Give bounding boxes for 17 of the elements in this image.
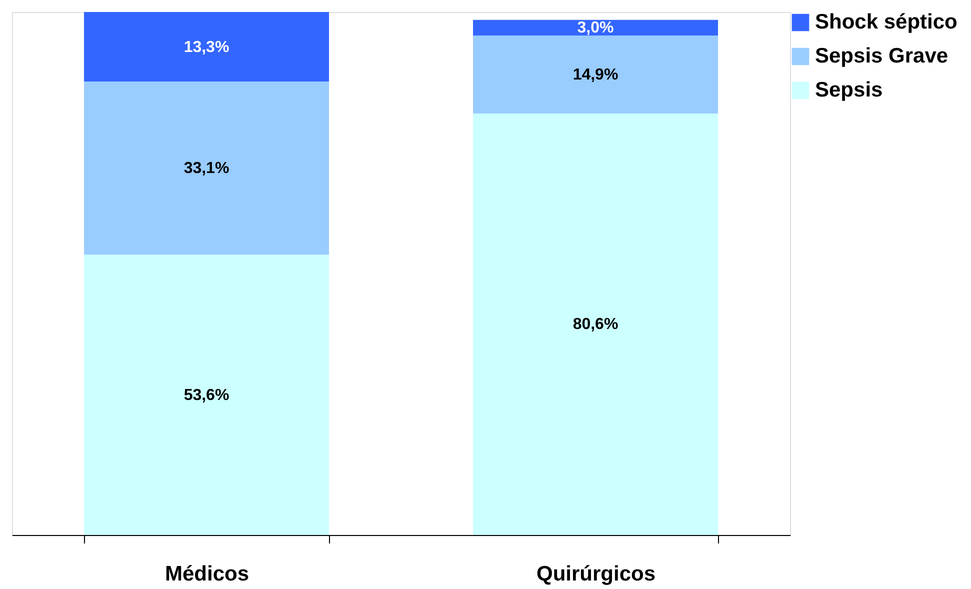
data-label: 13,3% [184, 38, 230, 56]
legend-label: Shock séptico [815, 10, 958, 34]
legend-label: Sepsis [815, 78, 883, 102]
data-label: 80,6% [572, 316, 618, 334]
data-label: 3,0% [577, 20, 614, 37]
x-tick-label: Quirúrgicos [536, 562, 656, 586]
bar [473, 20, 718, 36]
bar [84, 82, 329, 255]
x-tick-label: Médicos [164, 562, 250, 586]
bar [84, 254, 329, 535]
bar [473, 113, 718, 535]
bar [473, 36, 718, 114]
data-label: 53,6% [184, 386, 230, 404]
data-label: 33,1% [184, 160, 230, 178]
data-label: 14,9% [572, 66, 618, 84]
bar [84, 12, 329, 82]
legend-label: Sepsis Grave [815, 44, 948, 68]
